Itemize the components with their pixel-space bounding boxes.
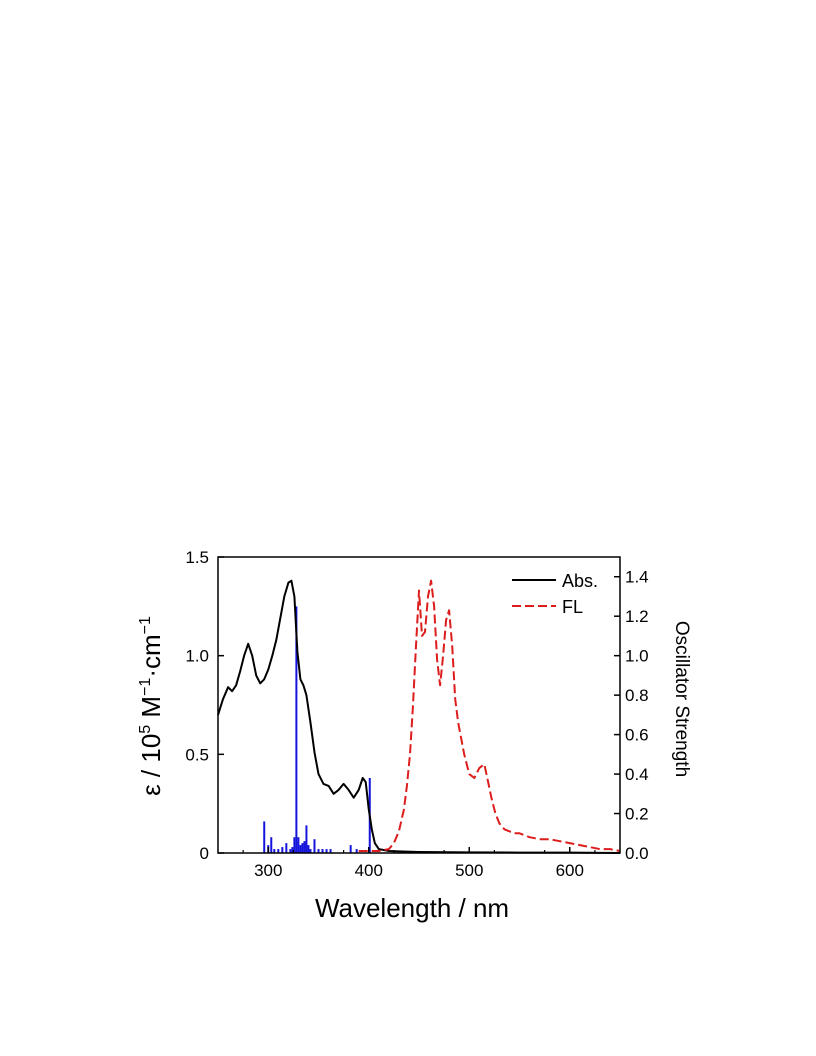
x-axis-title: Wavelength / nm	[315, 893, 509, 923]
x-tick-label: 600	[556, 861, 584, 880]
y-left-tick-label: 1.5	[185, 548, 209, 567]
y-left-tick-label: 1.0	[185, 647, 209, 666]
series-line-abs	[217, 579, 621, 854]
y-right-axis-title: Oscillator Strength	[671, 621, 692, 777]
legend-label: FL	[562, 597, 583, 617]
legend: Abs. FL	[512, 571, 598, 617]
y-right-tick-label: 0.8	[625, 686, 649, 705]
y-right-tick-label: 0.2	[625, 805, 649, 824]
y-left-title-sup: −1	[137, 678, 154, 696]
y-right-tick-label: 0.6	[625, 726, 649, 745]
y-right-tick-label: 0.4	[625, 765, 649, 784]
y-left-axis-title: ε / 105 M−1·cm−1	[136, 616, 166, 796]
legend-label: Abs.	[562, 571, 598, 591]
series-line-fl	[358, 579, 621, 852]
axis-labels: Wavelength / nm ε / 105 M−1·cm−1 Oscilla…	[136, 616, 692, 923]
y-right-tick-label: 1.2	[625, 607, 649, 626]
y-left-title-sup: 5	[137, 725, 154, 734]
x-tick-label: 400	[355, 861, 383, 880]
x-tick-label: 300	[254, 861, 282, 880]
y-left-title-sup: −1	[137, 616, 154, 634]
y-left-tick-label: 0	[200, 844, 209, 863]
plot-area	[217, 579, 621, 854]
plot-frame	[217, 556, 621, 854]
y-left-tick-label: 0.5	[185, 745, 209, 764]
y-left-title-part: M	[136, 696, 166, 725]
y-left-title-part: ε / 10	[136, 734, 166, 796]
y-right-tick-label: 0.0	[625, 844, 649, 863]
y-left-title-part: ·cm	[136, 634, 166, 677]
y-right-tick-label: 1.4	[625, 568, 649, 587]
y-right-tick-label: 1.0	[625, 647, 649, 666]
x-tick-label: 500	[455, 861, 483, 880]
axes: 300 400 500 600 0 0.5 1.0 1.5 0.0 0.2 0.4 0.6 0.8 1.0…	[185, 548, 648, 880]
